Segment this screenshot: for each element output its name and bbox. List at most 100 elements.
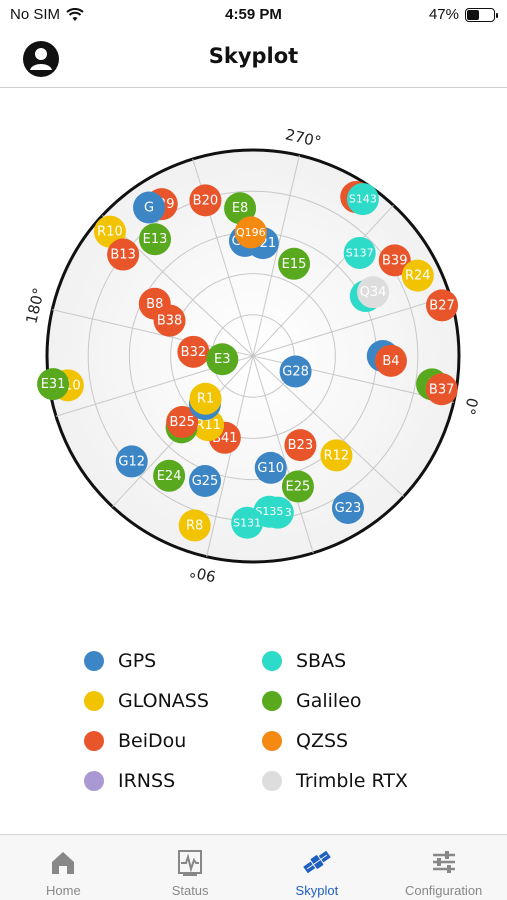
legend-label: Trimble RTX xyxy=(296,770,408,792)
account-button[interactable] xyxy=(22,40,60,78)
sliders-icon xyxy=(432,851,455,873)
legend-item-irnss: IRNSS xyxy=(84,770,175,792)
satellite-marker[interactable]: E8 xyxy=(224,192,257,225)
wifi-icon xyxy=(66,7,84,21)
satellite-label: Q196 xyxy=(236,226,266,239)
satellite-dot xyxy=(346,183,379,216)
tab-status[interactable]: Status xyxy=(127,835,254,900)
legend-swatch xyxy=(262,691,282,711)
legend-label: GPS xyxy=(118,650,157,672)
satellite-marker[interactable]: R8 xyxy=(178,509,211,542)
satellite-label: G10 xyxy=(257,461,284,476)
satellite-dot xyxy=(425,373,458,406)
satellite-label: S135 xyxy=(255,505,283,518)
satellite-label: G25 xyxy=(192,474,219,489)
satellite-marker[interactable]: S137 xyxy=(343,236,376,269)
satellite-marker[interactable]: G28 xyxy=(279,355,312,388)
satellite-label: E25 xyxy=(286,480,311,495)
satellite-dot xyxy=(189,382,222,415)
satellite-label: R11 xyxy=(195,418,221,433)
battery-icon xyxy=(465,7,498,22)
satellite-marker[interactable]: B38 xyxy=(153,304,186,337)
azimuth-line xyxy=(252,355,404,497)
satellite-marker[interactable]: E13 xyxy=(139,223,172,256)
satellite-marker[interactable]: G25 xyxy=(189,465,222,498)
satellite-marker[interactable]: B13 xyxy=(107,238,140,271)
satellite-dot xyxy=(279,355,312,388)
tab-home[interactable]: Home xyxy=(0,835,127,900)
satellite-label: S137 xyxy=(346,246,374,259)
satellite-label: E15 xyxy=(282,257,307,272)
tab-skyplot[interactable]: Skyplot xyxy=(254,835,381,900)
skyplot-chart: 0°90°180°270° BS143B39R24B27S137E8B20G21… xyxy=(22,125,481,585)
satellite-marker[interactable]: B39 xyxy=(378,244,411,277)
status-icon xyxy=(178,850,203,876)
satellite-marker[interactable]: B23 xyxy=(284,429,317,462)
satellite-marker[interactable]: G23 xyxy=(331,491,364,524)
carrier-label: No SIM xyxy=(10,6,61,23)
satellite-marker[interactable]: E15 xyxy=(278,247,311,280)
legend-swatch xyxy=(262,731,282,751)
satellite-marker[interactable]: R24 xyxy=(401,259,434,292)
satellite-dot xyxy=(189,465,222,498)
azimuth-line xyxy=(252,205,394,357)
satellite-dot xyxy=(133,191,166,224)
satellite-marker[interactable]: B20 xyxy=(189,184,222,217)
skyplot-area: 0°90°180°270° BS143B39R24B27S137E8B20G21… xyxy=(0,96,507,616)
elevation-ring xyxy=(170,273,336,439)
satellite-dot xyxy=(107,238,140,271)
satellite-marker[interactable]: R1 xyxy=(189,382,222,415)
satellite-marker[interactable]: B27 xyxy=(426,289,459,322)
satellite-marker[interactable]: G xyxy=(133,191,166,224)
clock: 4:59 PM xyxy=(225,6,282,23)
satellite-marker[interactable]: Q34 xyxy=(357,276,390,309)
satellite-label: B38 xyxy=(157,314,182,329)
satellite-dot xyxy=(37,368,70,401)
satellite-dot xyxy=(331,491,364,524)
satellite-dot xyxy=(115,445,148,478)
satellite-marker[interactable]: B32 xyxy=(177,335,210,368)
satellite-marker[interactable]: B4 xyxy=(374,344,407,377)
legend-label: SBAS xyxy=(296,650,347,672)
satellite-dot xyxy=(139,223,172,256)
satellite-label: G23 xyxy=(335,501,362,516)
satellite-dot xyxy=(153,304,186,337)
satellite-marker[interactable]: G12 xyxy=(115,445,148,478)
satellite-marker[interactable]: E31 xyxy=(37,368,70,401)
satellite-marker[interactable]: E3 xyxy=(206,343,239,376)
satellite-marker[interactable]: Q196 xyxy=(234,216,267,249)
tab-configuration[interactable]: Configuration xyxy=(380,835,507,900)
satellite-dot xyxy=(153,459,186,492)
satellite-label: B37 xyxy=(429,382,454,397)
legend-item-glonass: GLONASS xyxy=(84,690,209,712)
tab-label: Skyplot xyxy=(295,883,339,898)
satellite-dot xyxy=(177,335,210,368)
satellite-marker[interactable]: S131 xyxy=(231,506,264,539)
satellite-marker[interactable]: E24 xyxy=(153,459,186,492)
satellite-marker[interactable]: B37 xyxy=(425,373,458,406)
legend-item-beidou: BeiDou xyxy=(84,730,186,752)
satellite-dot xyxy=(189,184,222,217)
satellite-marker[interactable]: E25 xyxy=(281,470,314,503)
satellite-marker[interactable]: S143 xyxy=(346,183,379,216)
satellite-dot xyxy=(284,429,317,462)
satellite-dot xyxy=(281,470,314,503)
legend-label: IRNSS xyxy=(118,770,176,792)
tab-bar: Home Status Skyplot Configuration xyxy=(0,834,507,900)
satellite-marker[interactable]: G10 xyxy=(254,451,287,484)
satellite-dot xyxy=(234,216,267,249)
satellite-label: E8 xyxy=(232,201,249,216)
satellite-dot xyxy=(401,259,434,292)
satellite-label: B23 xyxy=(288,438,313,453)
status-bar: No SIM 4:59 PM 47% xyxy=(0,0,507,32)
azimuth-label: 0° xyxy=(460,396,481,417)
azimuth-line xyxy=(252,295,451,357)
satellite-marker[interactable]: R12 xyxy=(320,439,353,472)
satellite-dot xyxy=(320,439,353,472)
satellite-label: S143 xyxy=(349,193,377,206)
satellite-label: B39 xyxy=(382,253,407,268)
satellite-marker[interactable]: B25 xyxy=(166,406,199,439)
satellite-dot xyxy=(374,344,407,377)
legend-label: QZSS xyxy=(296,730,349,752)
legend-swatch xyxy=(84,691,104,711)
